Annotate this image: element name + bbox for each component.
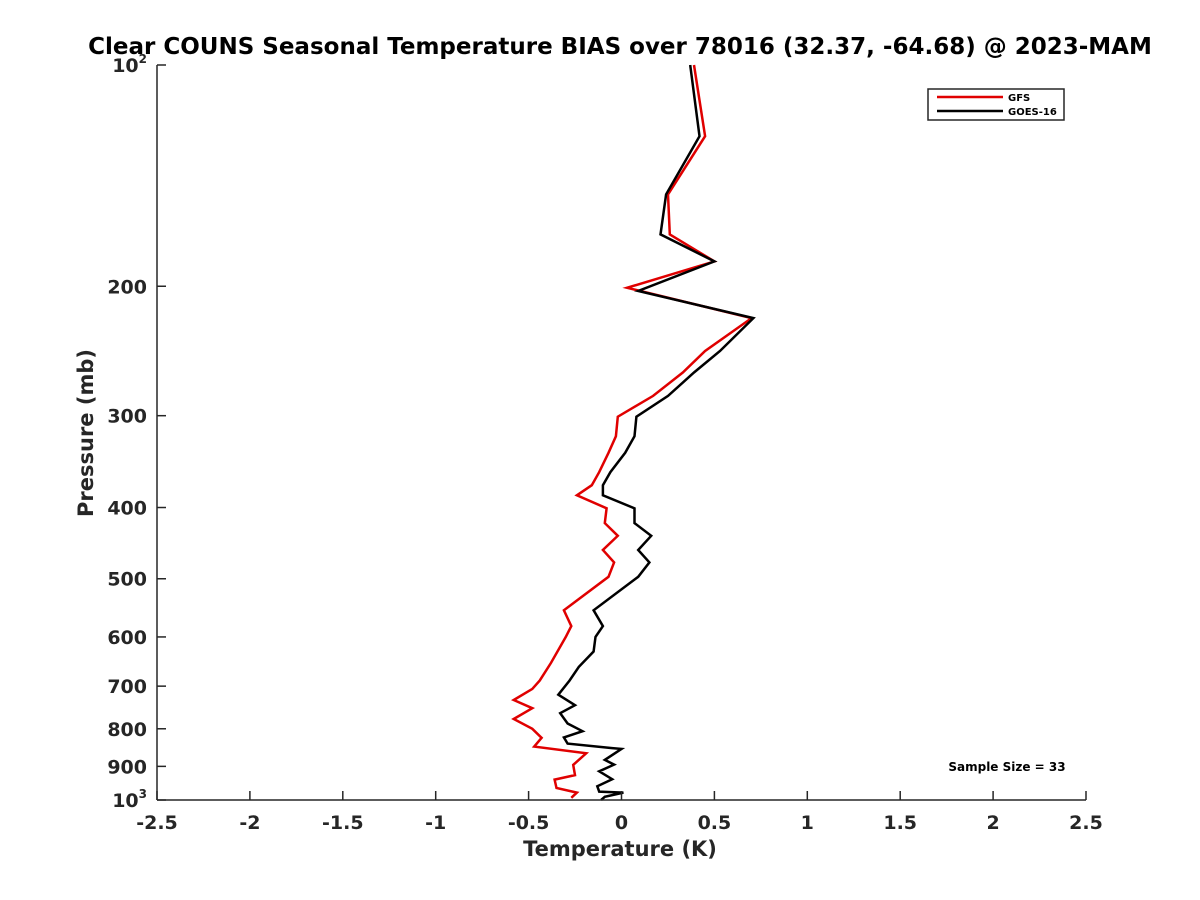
y-tick-label: 700 — [107, 676, 147, 698]
y-tick-label-base: 900 — [107, 756, 147, 778]
y-tick-label-base: 500 — [107, 569, 147, 591]
y-tick-label: 600 — [107, 627, 147, 649]
x-tick-label: 1.5 — [883, 812, 917, 834]
y-tick-label: 102 — [112, 52, 147, 77]
legend-items: GFS GOES-16 — [937, 93, 1057, 118]
y-tick-label: 900 — [107, 756, 147, 778]
y-tick-label-base: 800 — [107, 719, 147, 741]
legend-label: GOES-16 — [1008, 107, 1057, 118]
y-tick-label: 103 — [112, 787, 147, 812]
y-tick-label-exponent: 3 — [139, 787, 147, 801]
x-tick-label: -2.5 — [136, 812, 178, 834]
chart-title: Clear COUNS Seasonal Temperature BIAS ov… — [88, 34, 1152, 60]
y-tick-label: 800 — [107, 719, 147, 741]
x-tick-label: 2.5 — [1069, 812, 1103, 834]
legend-label: GFS — [1008, 93, 1030, 104]
y-tick-label-base: 200 — [107, 276, 147, 298]
x-tick-label: -0.5 — [508, 812, 550, 834]
y-tick-label-base: 600 — [107, 627, 147, 649]
x-tick-label: -2 — [239, 812, 260, 834]
x-tick-label: -1 — [425, 812, 446, 834]
x-tick-label: 0 — [615, 812, 628, 834]
x-tick-label: 2 — [986, 812, 999, 834]
legend-box — [927, 88, 1065, 121]
y-tick-label-base: 400 — [107, 498, 147, 520]
y-tick-label: 200 — [107, 276, 147, 298]
plot-lines — [510, 64, 756, 801]
legend: GFS GOES-16 — [927, 88, 1065, 121]
x-ticks: -2.5 -2 -1.5 -1 -0.5 0 0.5 1 1.5 2 2.5 — [136, 791, 1103, 834]
y-tick-label: 500 — [107, 569, 147, 591]
y-tick-label-exponent: 2 — [139, 52, 147, 66]
y-tick-label: 300 — [107, 406, 147, 428]
series-line-goes-16 — [556, 64, 756, 801]
series-line-gfs — [510, 64, 755, 799]
x-tick-label: -1.5 — [322, 812, 364, 834]
x-tick-label: 1 — [801, 812, 814, 834]
y-tick-label-base: 10 — [112, 790, 138, 812]
x-tick-label: 0.5 — [698, 812, 732, 834]
y-tick-label-base: 700 — [107, 676, 147, 698]
x-axis-label: Temperature (K) — [523, 837, 717, 861]
sample-size-annotation: Sample Size = 33 — [948, 760, 1065, 774]
y-axis-label: Pressure (mb) — [74, 349, 98, 517]
y-tick-label: 400 — [107, 498, 147, 520]
y-tick-label-base: 10 — [112, 55, 138, 77]
y-tick-label-base: 300 — [107, 406, 147, 428]
